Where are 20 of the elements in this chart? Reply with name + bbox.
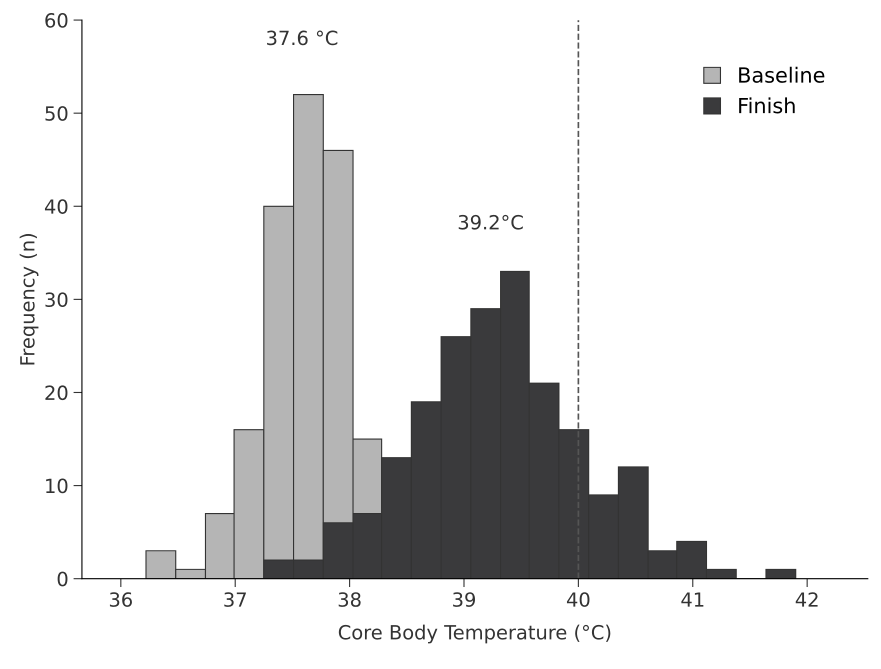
- legend-label: Finish: [739, 97, 795, 114]
- y-tick-label: 50: [45, 106, 68, 121]
- y-axis-title: Frequency (n): [20, 234, 38, 365]
- y-tick-label: 30: [45, 292, 68, 308]
- y-tick-label: 0: [58, 572, 68, 586]
- y-tick-label: 10: [46, 478, 68, 494]
- y-tick-label: 40: [44, 199, 68, 214]
- x-tick-label: 42: [796, 592, 818, 607]
- x-tick-label: 37: [224, 592, 246, 607]
- x-axis-title: Core Body Temperature (°C): [338, 624, 610, 644]
- annotation: 37.6 °C: [267, 30, 338, 46]
- x-tick-label: 38: [338, 592, 361, 607]
- x-tick-label: 40: [566, 592, 590, 607]
- x-tick-label: 36: [110, 592, 132, 607]
- legend-label: Baseline: [739, 66, 824, 83]
- y-tick-label: 60: [45, 13, 68, 28]
- x-tick-label: 39: [453, 592, 475, 607]
- annotation: 39.2°C: [458, 214, 523, 230]
- y-tick-label: 20: [45, 385, 68, 400]
- x-tick-label: 41: [681, 592, 704, 607]
